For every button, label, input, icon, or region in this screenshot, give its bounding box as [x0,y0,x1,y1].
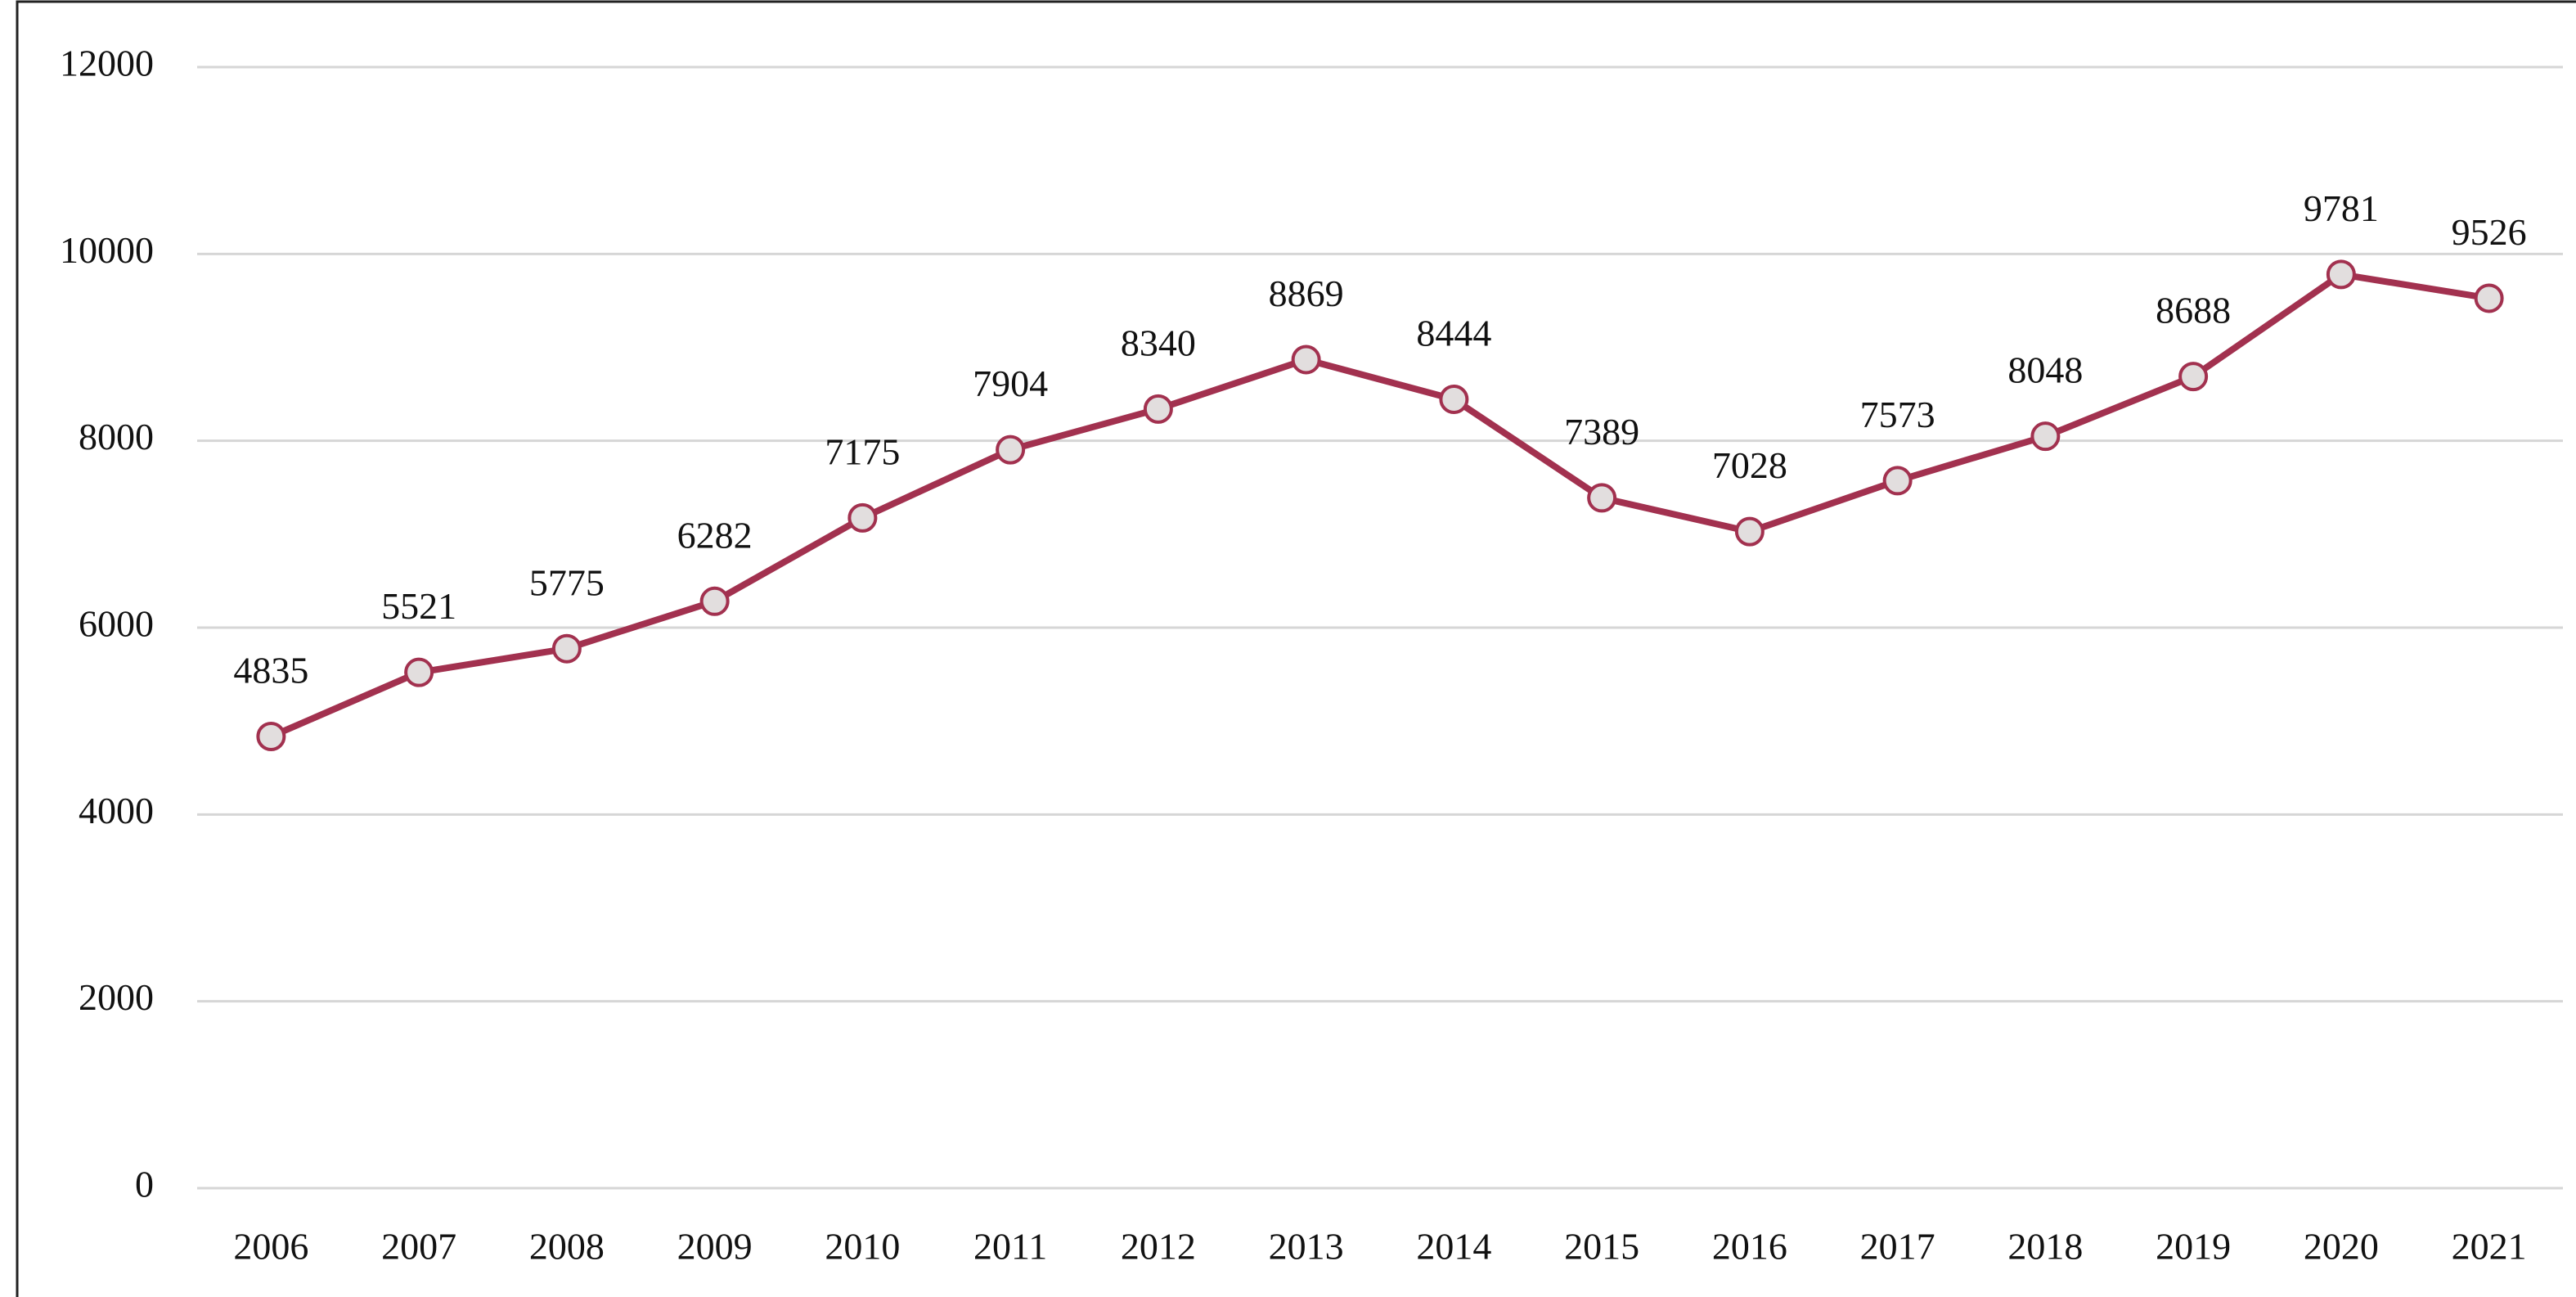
data-label: 5775 [529,561,605,603]
data-point [1734,516,1765,547]
x-tick-label: 2008 [529,1226,605,1268]
y-tick-label: 2000 [79,976,154,1018]
y-tick-label: 12000 [60,43,154,84]
data-label: 9526 [2452,211,2527,253]
chart-frame [16,0,2576,1297]
data-point [256,722,286,752]
data-label: 7028 [1712,444,1787,486]
data-point [1439,384,1469,414]
data-label: 8444 [1416,313,1491,354]
data-label: 8688 [2156,290,2231,331]
x-tick-label: 2016 [1712,1226,1787,1268]
data-label: 7904 [973,363,1048,404]
data-point [2030,421,2061,452]
data-label: 6282 [677,514,753,556]
x-tick-label: 2018 [2007,1226,2083,1268]
y-tick-label: 10000 [60,229,154,271]
data-point [1587,483,1617,513]
x-tick-label: 2017 [1860,1226,1935,1268]
x-tick-label: 2011 [973,1226,1047,1268]
x-tick-label: 2009 [677,1226,753,1268]
data-label: 7573 [1860,394,1935,435]
data-point [2474,283,2504,313]
data-point [699,586,730,616]
data-label: 8048 [2007,349,2083,391]
y-tick-label: 8000 [79,416,154,457]
data-point [1143,394,1173,424]
x-tick-label: 2015 [1564,1226,1639,1268]
data-point [2178,362,2209,392]
data-point [2326,259,2356,290]
data-point [847,502,878,533]
y-tick-label: 0 [135,1164,154,1205]
data-label: 5521 [381,585,456,627]
x-tick-label: 2013 [1269,1226,1344,1268]
x-tick-label: 2019 [2156,1226,2231,1268]
y-tick-label: 6000 [79,603,154,645]
x-tick-label: 2007 [381,1226,456,1268]
data-point [1882,466,1913,496]
data-point [551,633,582,664]
x-tick-label: 2012 [1121,1226,1196,1268]
y-tick-label: 4000 [79,790,154,831]
x-tick-label: 2020 [2304,1226,2379,1268]
data-label: 9781 [2304,187,2379,229]
x-tick-label: 2006 [233,1226,308,1268]
x-tick-label: 2010 [825,1226,900,1268]
x-tick-label: 2021 [2452,1226,2527,1268]
data-label: 4835 [233,650,308,691]
data-point [1291,345,1321,375]
data-label: 8869 [1269,272,1344,314]
data-point [996,435,1026,465]
data-line [269,271,2490,740]
data-label: 8340 [1121,322,1196,363]
data-label: 7175 [825,430,900,472]
x-tick-label: 2014 [1416,1226,1491,1268]
data-point [404,657,434,687]
data-label: 7389 [1564,411,1639,453]
